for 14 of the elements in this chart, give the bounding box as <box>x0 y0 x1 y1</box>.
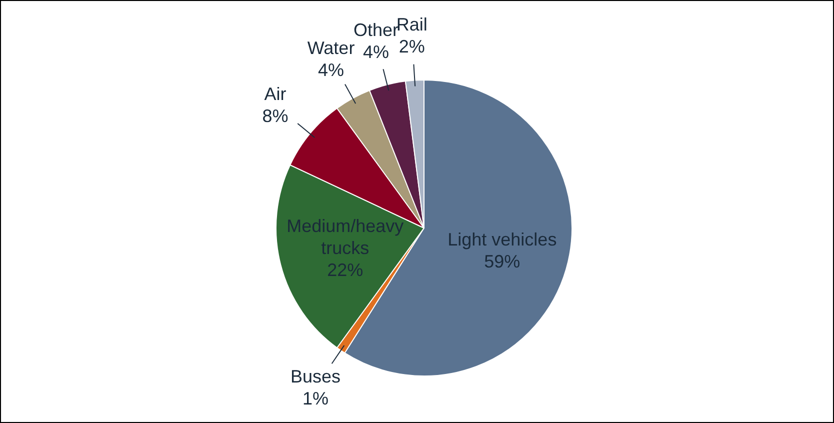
data-label: 59% <box>484 252 520 272</box>
data-label: 1% <box>302 388 329 409</box>
slice-label: Medium/heavy trucks <box>286 216 404 258</box>
data-label: 4% <box>318 60 344 80</box>
slice-label: Rail <box>396 14 428 34</box>
data-label: 2% <box>398 36 425 56</box>
data-label: 22% <box>327 260 364 280</box>
slice-label: Light vehicles <box>448 230 557 250</box>
data-label: 4% <box>362 42 390 62</box>
slice-label: Buses <box>290 366 341 387</box>
data-label: 8% <box>262 106 288 126</box>
slice-label: Air <box>264 84 286 104</box>
slice-label: Water <box>307 38 355 58</box>
slice-label: Other <box>353 20 399 40</box>
